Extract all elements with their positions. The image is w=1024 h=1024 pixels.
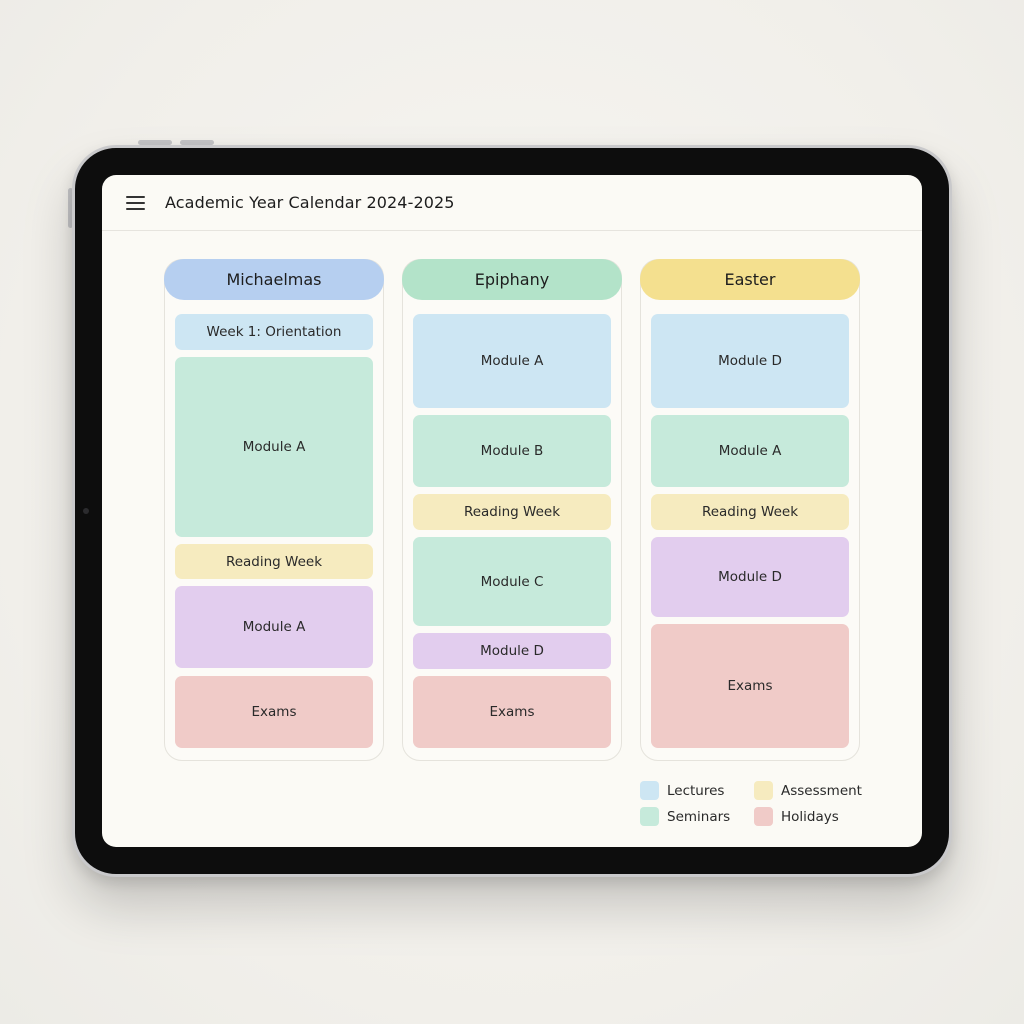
block-label: Module D: [718, 569, 782, 585]
block-label: Reading Week: [463, 504, 561, 520]
legend: Lectures Assessment Seminars Holidays: [640, 781, 880, 831]
legend-swatch-seminars: [640, 807, 659, 826]
block-module-a[interactable]: Module A: [651, 415, 849, 487]
legend-label: Lectures: [667, 782, 725, 799]
block-label: Exams: [489, 704, 535, 720]
legend-label: Seminars: [667, 808, 731, 825]
legend-item-assessment: Assessment: [754, 781, 862, 800]
volume-button-2: [180, 140, 214, 145]
camera-icon: [83, 508, 89, 514]
top-bar: Academic Year Calendar 2024-2025: [102, 175, 922, 231]
term-header-easter[interactable]: Easter: [640, 259, 860, 300]
term-name: Epiphany: [474, 270, 550, 289]
block-label: Reading Week: [701, 504, 799, 520]
volume-button-1: [138, 140, 172, 145]
block-module-b[interactable]: Module B: [413, 415, 611, 487]
term-columns: Michaelmas Week 1: Orientation Module A …: [164, 259, 860, 761]
term-name: Easter: [724, 270, 776, 289]
app-screen: Academic Year Calendar 2024-2025 Michael…: [102, 175, 922, 847]
term-name: Michaelmas: [226, 270, 322, 289]
block-label: Exams: [251, 704, 297, 720]
legend-item-seminars: Seminars: [640, 807, 730, 826]
block-exams[interactable]: Exams: [175, 676, 373, 748]
block-label: Module A: [480, 353, 544, 369]
block-reading-week[interactable]: Reading Week: [413, 494, 611, 530]
block-label: Module C: [480, 573, 544, 590]
term-header-epiphany[interactable]: Epiphany: [402, 259, 622, 300]
block-module-a[interactable]: Module A: [175, 357, 373, 537]
legend-swatch-holidays: [754, 807, 773, 826]
legend-swatch-assessment: [754, 781, 773, 800]
block-exams[interactable]: Exams: [651, 624, 849, 748]
term-column-epiphany: Epiphany Module A Module B Reading Week …: [402, 259, 622, 761]
legend-label: Holidays: [781, 808, 839, 825]
term-column-michaelmas: Michaelmas Week 1: Orientation Module A …: [164, 259, 384, 761]
hamburger-menu-icon[interactable]: [126, 195, 145, 210]
block-label: Week 1: Orientation: [206, 324, 342, 340]
block-module-a-2[interactable]: Module A: [175, 586, 373, 668]
power-button: [68, 188, 73, 228]
block-reading-week[interactable]: Reading Week: [651, 494, 849, 530]
block-reading-week[interactable]: Reading Week: [175, 544, 373, 579]
block-exams[interactable]: Exams: [413, 676, 611, 748]
block-label: Module A: [242, 619, 306, 635]
block-module-d[interactable]: Module D: [413, 633, 611, 669]
block-label: Module B: [480, 443, 544, 459]
legend-swatch-lectures: [640, 781, 659, 800]
block-label: Module A: [242, 439, 306, 455]
legend-item-holidays: Holidays: [754, 807, 839, 826]
block-module-d-2[interactable]: Module D: [651, 537, 849, 617]
block-label: Module D: [480, 643, 544, 659]
term-column-easter: Easter Module D Module A Reading Week Mo…: [640, 259, 860, 761]
legend-item-lectures: Lectures: [640, 781, 724, 800]
term-header-michaelmas[interactable]: Michaelmas: [164, 259, 384, 300]
block-label: Module A: [718, 443, 782, 459]
legend-label: Assessment: [781, 782, 862, 799]
page-title: Academic Year Calendar 2024-2025: [165, 193, 455, 212]
block-module-d[interactable]: Module D: [651, 314, 849, 408]
block-label: Reading Week: [225, 553, 323, 570]
block-week1-orientation[interactable]: Week 1: Orientation: [175, 314, 373, 350]
block-label: Module D: [718, 353, 782, 369]
block-module-c[interactable]: Module C: [413, 537, 611, 626]
block-label: Exams: [727, 678, 773, 694]
block-module-a[interactable]: Module A: [413, 314, 611, 408]
